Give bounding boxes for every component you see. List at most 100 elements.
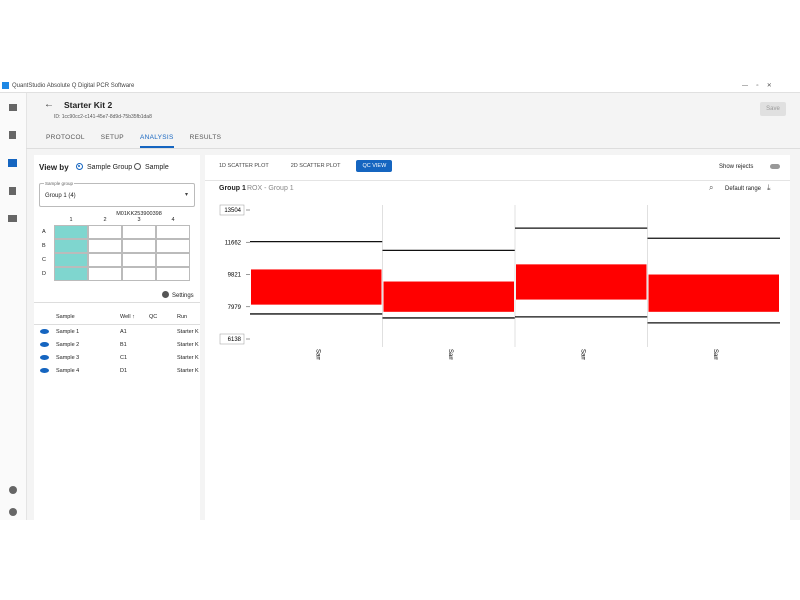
plot-tab[interactable]: 1D SCATTER PLOT <box>219 163 269 169</box>
plate-row-label: C <box>42 257 46 263</box>
eye-icon[interactable] <box>40 342 49 347</box>
toggle[interactable] <box>770 164 780 169</box>
well: B1 <box>120 342 127 348</box>
plate-col-label: 4 <box>171 217 175 223</box>
radio-selected[interactable] <box>76 163 83 170</box>
analysis-icon[interactable] <box>8 159 17 167</box>
table-header: Run <box>177 314 188 320</box>
app-window: QuantStudio Absolute Q Digital PCR Softw… <box>0 80 800 520</box>
experiment-title: Starter Kit 2 <box>64 100 113 110</box>
group-subtitle: ROX - Group 1 <box>247 185 294 192</box>
back-arrow[interactable]: ← <box>44 99 54 110</box>
settings-icon[interactable] <box>9 508 17 516</box>
y-tick-label: 13504 <box>224 208 241 214</box>
save-button[interactable]: Save <box>760 102 786 116</box>
well: D1 <box>120 368 128 374</box>
table-header: Sample <box>56 314 75 320</box>
radio-label: Sample <box>145 164 169 171</box>
plate-well <box>88 239 122 253</box>
eye-icon[interactable] <box>40 329 49 334</box>
sidebar <box>0 93 27 520</box>
title-bar: QuantStudio Absolute Q Digital PCR Softw… <box>0 80 800 93</box>
tab[interactable]: RESULTS <box>189 134 222 141</box>
tick-box <box>219 204 245 216</box>
x-category-label: Sample 2 <box>447 349 453 360</box>
divider <box>205 180 790 181</box>
x-category-label: Sample 3 <box>579 349 585 360</box>
divider <box>34 302 200 303</box>
tab-divider <box>26 148 800 149</box>
zoom-icon[interactable]: ⌕ <box>709 183 714 192</box>
tick-box <box>219 333 245 345</box>
tab-bar: PROTOCOL SETUP ANALYSIS RESULTS <box>46 134 221 148</box>
view-by-label: View by <box>39 163 69 172</box>
plate-well <box>54 239 88 253</box>
help-icon[interactable] <box>9 486 17 494</box>
run: Starter K <box>177 329 199 335</box>
y-tick-label: 7979 <box>228 305 242 311</box>
x-category-label: Sample 4 <box>712 349 718 360</box>
plate-well <box>156 267 190 281</box>
plate-col-label: 3 <box>137 217 141 223</box>
tab[interactable]: SETUP <box>100 134 124 141</box>
well: C1 <box>120 355 128 361</box>
plate-row-label: D <box>42 271 46 277</box>
sample-name: Sample 1 <box>56 329 80 335</box>
eye-icon[interactable] <box>40 355 49 360</box>
droplet-band <box>251 269 382 305</box>
settings-link[interactable]: Settings <box>172 293 194 299</box>
run: Starter K <box>177 368 199 374</box>
plot-tab[interactable]: QC VIEW <box>356 160 393 172</box>
sample-name: Sample 4 <box>56 368 80 374</box>
plate-well <box>54 253 88 267</box>
plate-well <box>54 225 88 239</box>
plate-grid: 1 2 3 4 A B C D <box>42 217 192 287</box>
plate-well <box>122 267 156 281</box>
plate-well <box>122 225 156 239</box>
instrument-icon[interactable] <box>8 215 17 222</box>
dropdown-value: Group 1 (4) <box>45 193 76 199</box>
default-range[interactable]: Default range <box>725 186 762 192</box>
radio[interactable] <box>134 163 141 170</box>
plate-col-label: 1 <box>69 217 73 223</box>
tab[interactable]: PROTOCOL <box>46 134 85 141</box>
droplet-band <box>516 264 647 300</box>
y-tick-label: 11662 <box>225 240 242 246</box>
sample-name: Sample 3 <box>56 355 80 361</box>
droplet-band <box>383 281 514 312</box>
sample-group-dropdown[interactable]: Sample group Group 1 (4) ▾ <box>39 181 195 207</box>
plot-tab[interactable]: 2D SCATTER PLOT <box>290 163 341 169</box>
app-icon <box>2 82 9 89</box>
tab[interactable]: ANALYSIS <box>139 134 174 148</box>
plate-well <box>122 239 156 253</box>
plate-well <box>156 239 190 253</box>
plate-row-label: B <box>42 243 46 249</box>
sample-table: Sample Well ↑ QC Run Sample 1 A1 Starter K Samp… <box>34 303 200 403</box>
plate-well <box>54 267 88 281</box>
gear-icon[interactable] <box>162 291 169 298</box>
sample-name: Sample 2 <box>56 342 80 348</box>
radio-label: Sample Group <box>87 164 133 171</box>
download-icon[interactable]: ⤓ <box>767 183 771 192</box>
plate-id: M01KK253900398 <box>116 211 162 217</box>
qc-plot: 6138 7979 9821 11662 13504 Sample 1 Sample 2 Sa… <box>219 204 780 360</box>
y-tick-label: 9821 <box>228 273 242 279</box>
table-header: Well ↑ <box>120 314 135 320</box>
group-label: Group 1 <box>219 185 246 192</box>
plate-well <box>88 253 122 267</box>
x-category-label: Sample 1 <box>314 349 320 360</box>
eye-icon[interactable] <box>40 368 49 373</box>
table-header: QC <box>149 314 158 320</box>
plate-well <box>156 253 190 267</box>
home-icon[interactable] <box>9 104 17 111</box>
header-divider <box>34 324 200 325</box>
plate-col-label: 2 <box>103 217 107 223</box>
dropdown-arrow: ▾ <box>185 192 189 198</box>
plot-panel: 1D SCATTER PLOT 2D SCATTER PLOT QC VIEW Sh… <box>205 155 790 520</box>
plot-tabs: 1D SCATTER PLOT 2D SCATTER PLOT QC VIEW <box>213 160 393 172</box>
report-icon[interactable] <box>9 187 16 195</box>
window-controls[interactable]: — ▫ ✕ <box>742 83 772 89</box>
files-icon[interactable] <box>9 131 16 139</box>
show-rejects-label: Show rejects <box>719 164 754 170</box>
